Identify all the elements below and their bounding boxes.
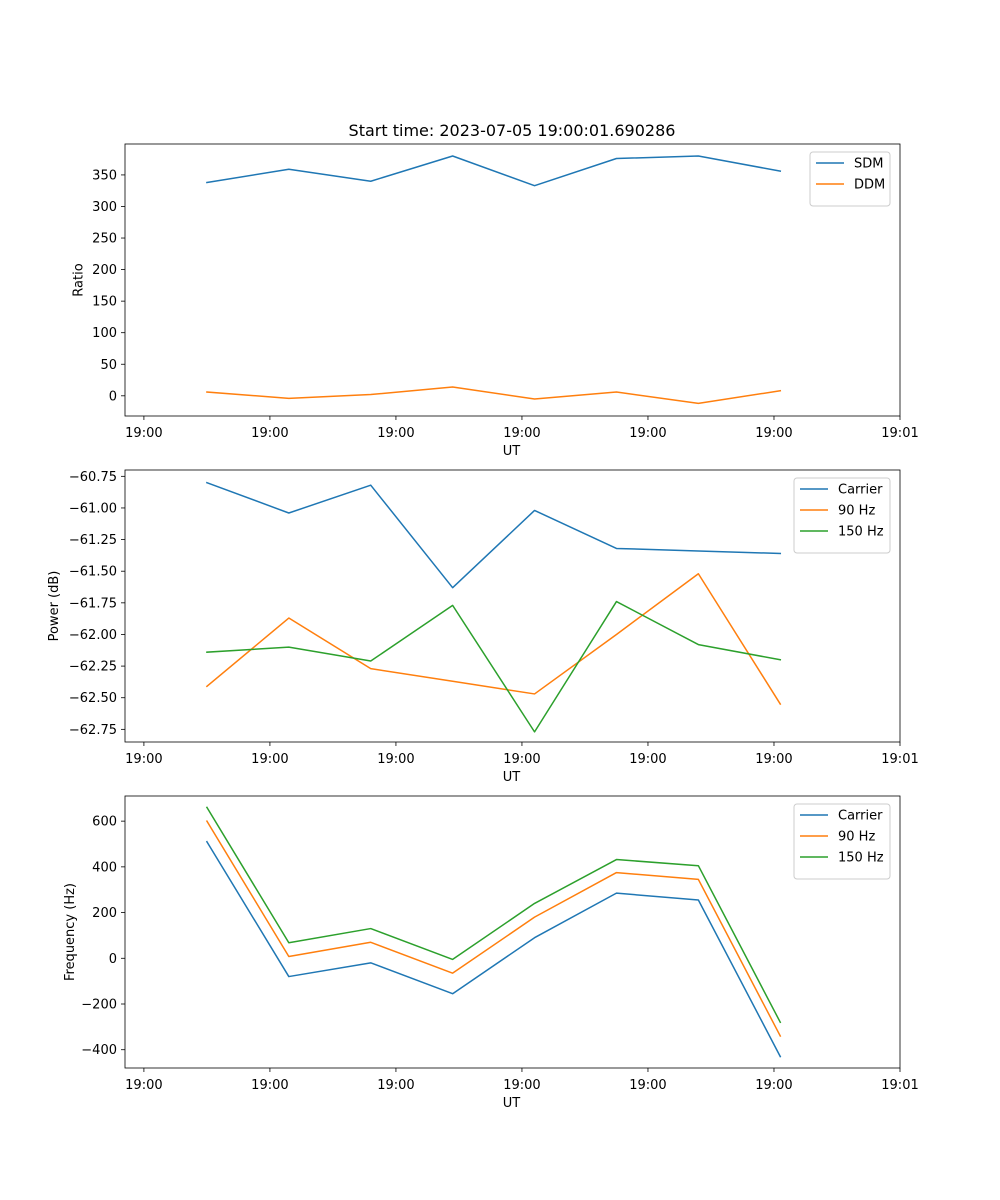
power-y-tick-label: −62.50 bbox=[69, 691, 117, 706]
power-y-tick-label: −61.50 bbox=[69, 565, 117, 580]
figure-title: Start time: 2023-07-05 19:00:01.690286 bbox=[349, 121, 676, 140]
frequency-legend-label: Carrier bbox=[838, 809, 883, 824]
frequency-axes-frame bbox=[124, 795, 901, 1069]
power-subplot: 19:00 19:00 19:00 19:00 19:00 19:00 19:01 −62.7… bbox=[47, 469, 919, 785]
ratio-legend-label: DDM bbox=[854, 178, 885, 193]
ratio-y-tick-label: 200 bbox=[92, 263, 117, 278]
frequency-x-axis-label: UT bbox=[503, 1096, 521, 1111]
ratio-y-tick-label: 150 bbox=[92, 295, 117, 310]
ratio-y-tick-label: 250 bbox=[92, 232, 117, 247]
ratio-x-tick-label: 19:00 bbox=[755, 426, 792, 441]
frequency-subplot: 19:00 19:00 19:00 19:00 19:00 19:00 19:01 −400 −… bbox=[63, 795, 919, 1111]
power-series-carrier-line bbox=[205, 481, 782, 589]
frequency-y-tick-label: 200 bbox=[92, 906, 117, 921]
ratio-legend-box bbox=[809, 151, 891, 207]
power-y-tick-label: −62.00 bbox=[69, 628, 117, 643]
ratio-series-sdm-line bbox=[206, 155, 782, 187]
frequency-x-tick-label: 19:00 bbox=[377, 1078, 414, 1093]
frequency-x-tick-label: 19:00 bbox=[629, 1078, 666, 1093]
power-series-90-hz-line bbox=[205, 572, 782, 706]
frequency-legend: Carrier 90 Hz 150 Hz bbox=[793, 803, 891, 880]
power-x-tick-label: 19:00 bbox=[125, 752, 162, 767]
ratio-y-tick-label: 0 bbox=[109, 389, 117, 404]
ratio-axes-frame bbox=[124, 143, 901, 417]
frequency-x-tick-label: 19:00 bbox=[251, 1078, 288, 1093]
power-y-tick-label: −60.75 bbox=[69, 470, 117, 485]
ratio-y-axis-label: Ratio bbox=[71, 263, 86, 296]
power-x-tick-label: 19:00 bbox=[377, 752, 414, 767]
power-x-tick-label: 19:00 bbox=[755, 752, 792, 767]
plots-container: 19:00 19:00 19:00 19:00 19:00 19:00 19:01 0 50 10… bbox=[47, 143, 919, 1111]
power-y-tick-label: −62.75 bbox=[69, 723, 117, 738]
ratio-x-tick-label: 19:00 bbox=[503, 426, 540, 441]
power-x-tick-label: 19:00 bbox=[629, 752, 666, 767]
ratio-x-tick-label: 19:00 bbox=[125, 426, 162, 441]
ratio-legend-label: SDM bbox=[854, 157, 883, 172]
power-legend-label: 90 Hz bbox=[838, 504, 875, 519]
power-legend: Carrier 90 Hz 150 Hz bbox=[793, 477, 891, 554]
frequency-y-tick-label: −400 bbox=[81, 1043, 117, 1058]
ratio-x-axis-label: UT bbox=[503, 444, 521, 459]
ratio-series-ddm-line bbox=[206, 386, 782, 405]
power-x-axis-label: UT bbox=[503, 770, 521, 785]
power-x-tick-label: 19:00 bbox=[251, 752, 288, 767]
frequency-y-tick-label: 0 bbox=[109, 952, 117, 967]
ratio-legend: SDM DDM bbox=[809, 151, 891, 207]
frequency-legend-label: 90 Hz bbox=[838, 830, 875, 845]
ratio-y-tick-label: 300 bbox=[92, 200, 117, 215]
power-y-tick-label: −62.25 bbox=[69, 660, 117, 675]
ratio-y-tick-label: 350 bbox=[92, 168, 117, 183]
power-axes-frame bbox=[124, 469, 901, 743]
power-y-axis-label: Power (dB) bbox=[47, 571, 62, 642]
ratio-x-tick-label: 19:00 bbox=[377, 426, 414, 441]
ratio-x-tick-label: 19:00 bbox=[251, 426, 288, 441]
frequency-legend-label: 150 Hz bbox=[838, 851, 884, 866]
power-x-tick-label: 19:01 bbox=[881, 752, 918, 767]
frequency-x-tick-label: 19:00 bbox=[503, 1078, 540, 1093]
power-y-tick-label: −61.00 bbox=[69, 501, 117, 516]
frequency-series-150-hz-line bbox=[205, 806, 782, 1024]
power-legend-box bbox=[793, 477, 891, 554]
frequency-legend-box bbox=[793, 803, 891, 880]
frequency-x-tick-label: 19:00 bbox=[755, 1078, 792, 1093]
frequency-series-carrier-line bbox=[205, 840, 782, 1058]
power-series-150-hz-line bbox=[206, 600, 782, 733]
power-y-tick-label: −61.25 bbox=[69, 533, 117, 548]
ratio-subplot: 19:00 19:00 19:00 19:00 19:00 19:00 19:01 0 50 10… bbox=[71, 143, 919, 459]
ratio-x-tick-label: 19:00 bbox=[629, 426, 666, 441]
frequency-y-tick-label: 600 bbox=[92, 815, 117, 830]
power-x-tick-label: 19:00 bbox=[503, 752, 540, 767]
frequency-y-tick-label: −200 bbox=[81, 998, 117, 1013]
frequency-series-90-hz-line bbox=[205, 820, 782, 1038]
power-y-tick-label: −61.75 bbox=[69, 596, 117, 611]
frequency-x-tick-label: 19:00 bbox=[125, 1078, 162, 1093]
frequency-x-tick-label: 19:01 bbox=[881, 1078, 918, 1093]
frequency-y-tick-label: 400 bbox=[92, 860, 117, 875]
ratio-y-tick-label: 50 bbox=[100, 358, 117, 373]
ratio-y-tick-label: 100 bbox=[92, 326, 117, 341]
power-legend-label: 150 Hz bbox=[838, 525, 884, 540]
frequency-y-axis-label: Frequency (Hz) bbox=[63, 883, 78, 981]
power-legend-label: Carrier bbox=[838, 483, 883, 498]
ratio-x-tick-label: 19:01 bbox=[881, 426, 918, 441]
